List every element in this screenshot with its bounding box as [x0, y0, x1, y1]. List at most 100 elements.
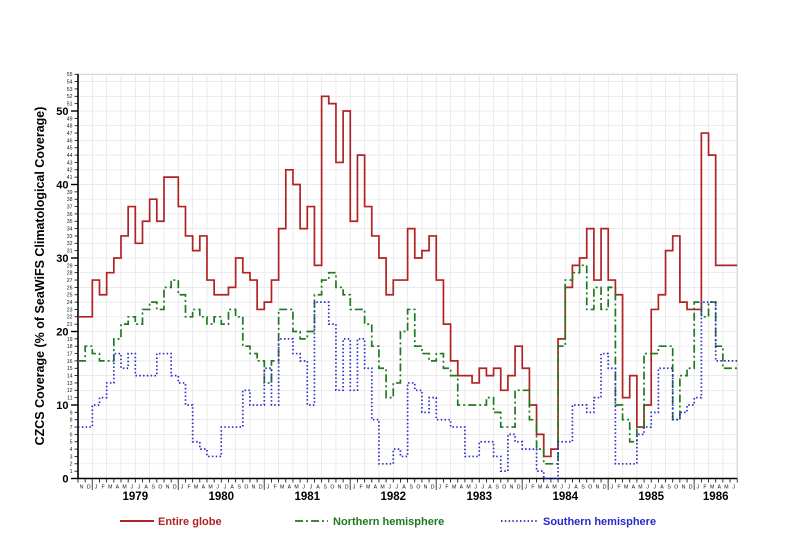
- month-letter: M: [710, 485, 714, 491]
- y-tick-label: 46: [67, 138, 73, 144]
- month-letter: M: [638, 485, 642, 491]
- y-tick-label: 25: [67, 293, 73, 299]
- month-letter: M: [552, 485, 556, 491]
- y-tick-label: 45: [67, 146, 73, 152]
- y-tick-label: 9: [70, 410, 73, 416]
- month-letter: N: [80, 485, 84, 491]
- month-letter: S: [323, 485, 327, 491]
- month-letter: A: [230, 485, 234, 491]
- month-letter: A: [316, 485, 320, 491]
- y-tick-label: 38: [67, 197, 73, 203]
- month-letter: F: [445, 485, 448, 491]
- year-label: 1980: [209, 491, 235, 503]
- month-letter: F: [187, 485, 190, 491]
- month-letter: M: [122, 485, 126, 491]
- year-label: 1985: [638, 491, 664, 503]
- y-tick-label: 24: [67, 300, 73, 306]
- month-letter: S: [237, 485, 241, 491]
- y-tick-label: 14: [67, 374, 73, 380]
- month-letter: N: [166, 485, 170, 491]
- year-label: 1981: [294, 491, 320, 503]
- month-letter: F: [617, 485, 620, 491]
- month-letter: N: [338, 485, 342, 491]
- month-letter: J: [302, 485, 305, 491]
- month-letter: A: [116, 485, 120, 491]
- month-letter: F: [359, 485, 362, 491]
- month-letter: N: [252, 485, 256, 491]
- y-tick-label: 4: [70, 447, 73, 453]
- y-tick-label: 53: [67, 87, 73, 93]
- y-tick-label: 31: [67, 249, 73, 255]
- month-letter: J: [130, 485, 133, 491]
- legend-label-southern-hemisphere: Southern hemisphere: [543, 516, 656, 528]
- month-letter: A: [718, 485, 722, 491]
- month-letter: S: [495, 485, 499, 491]
- y-tick-label: 23: [67, 307, 73, 313]
- month-letter: A: [460, 485, 464, 491]
- month-letter: O: [158, 485, 162, 491]
- month-letter: J: [560, 485, 563, 491]
- y-tick-label: 43: [67, 160, 73, 166]
- month-letter: O: [588, 485, 592, 491]
- y-tick-label: 49: [67, 116, 73, 122]
- y-tick-label: 17: [67, 351, 73, 357]
- month-letter: J: [654, 485, 657, 491]
- month-letter: S: [581, 485, 585, 491]
- month-letter: J: [474, 485, 477, 491]
- month-letter: M: [366, 485, 370, 491]
- month-letter: J: [181, 485, 184, 491]
- month-letter: D: [345, 485, 349, 491]
- y-tick-label: 29: [67, 263, 73, 269]
- month-letter: S: [152, 485, 156, 491]
- y-tick-label: 52: [67, 94, 73, 100]
- month-letter: J: [353, 485, 356, 491]
- month-letter: S: [409, 485, 413, 491]
- month-letter: M: [538, 485, 542, 491]
- month-letter: A: [574, 485, 578, 491]
- month-letter: M: [724, 485, 728, 491]
- y-tick-label: 37: [67, 204, 73, 210]
- month-letter: N: [596, 485, 600, 491]
- plot-area: 0123456789101112131415161718192021222324…: [56, 72, 738, 503]
- month-letter: M: [108, 485, 112, 491]
- month-letter: F: [703, 485, 706, 491]
- month-letter: A: [402, 485, 406, 491]
- y-tick-label: 6: [70, 432, 73, 438]
- series-line-southern-hemisphere: [78, 301, 738, 480]
- y-tick-label: 50: [56, 106, 68, 118]
- y-tick-label: 40: [56, 179, 68, 191]
- y-tick-label: 18: [67, 344, 73, 350]
- y-tick-label: 16: [67, 359, 73, 365]
- month-letter: J: [611, 485, 614, 491]
- y-tick-label: 0: [62, 473, 68, 485]
- year-label: 1986: [703, 491, 729, 503]
- legend-label-northern-hemisphere: Northern hemisphere: [333, 516, 444, 528]
- month-letter: D: [431, 485, 435, 491]
- y-tick-label: 28: [67, 271, 73, 277]
- series-line-entire-globe: [78, 95, 738, 458]
- month-letter: J: [482, 485, 485, 491]
- month-letter: A: [660, 485, 664, 491]
- month-letter: J: [732, 485, 735, 491]
- y-tick-label: 21: [67, 322, 73, 328]
- y-tick-label: 20: [56, 326, 68, 338]
- month-letter: D: [603, 485, 607, 491]
- month-letter: A: [488, 485, 492, 491]
- month-letter: J: [646, 485, 649, 491]
- month-letter: J: [568, 485, 571, 491]
- y-tick-label: 30: [56, 253, 68, 265]
- y-tick-label: 8: [70, 418, 73, 424]
- month-letter: M: [280, 485, 284, 491]
- y-tick-label: 19: [67, 337, 73, 343]
- y-axis-title: CZCS Coverage (% of SeaWiFS Climatologic…: [33, 107, 47, 446]
- month-letter: M: [466, 485, 470, 491]
- month-letter: S: [667, 485, 671, 491]
- y-tick-label: 11: [67, 396, 72, 402]
- month-letter: F: [101, 485, 104, 491]
- y-tick-label: 2: [70, 462, 73, 468]
- legend-label-entire-globe: Entire globe: [158, 516, 222, 528]
- month-letter: J: [310, 485, 313, 491]
- y-tick-label: 13: [67, 381, 73, 387]
- month-letter: F: [531, 485, 534, 491]
